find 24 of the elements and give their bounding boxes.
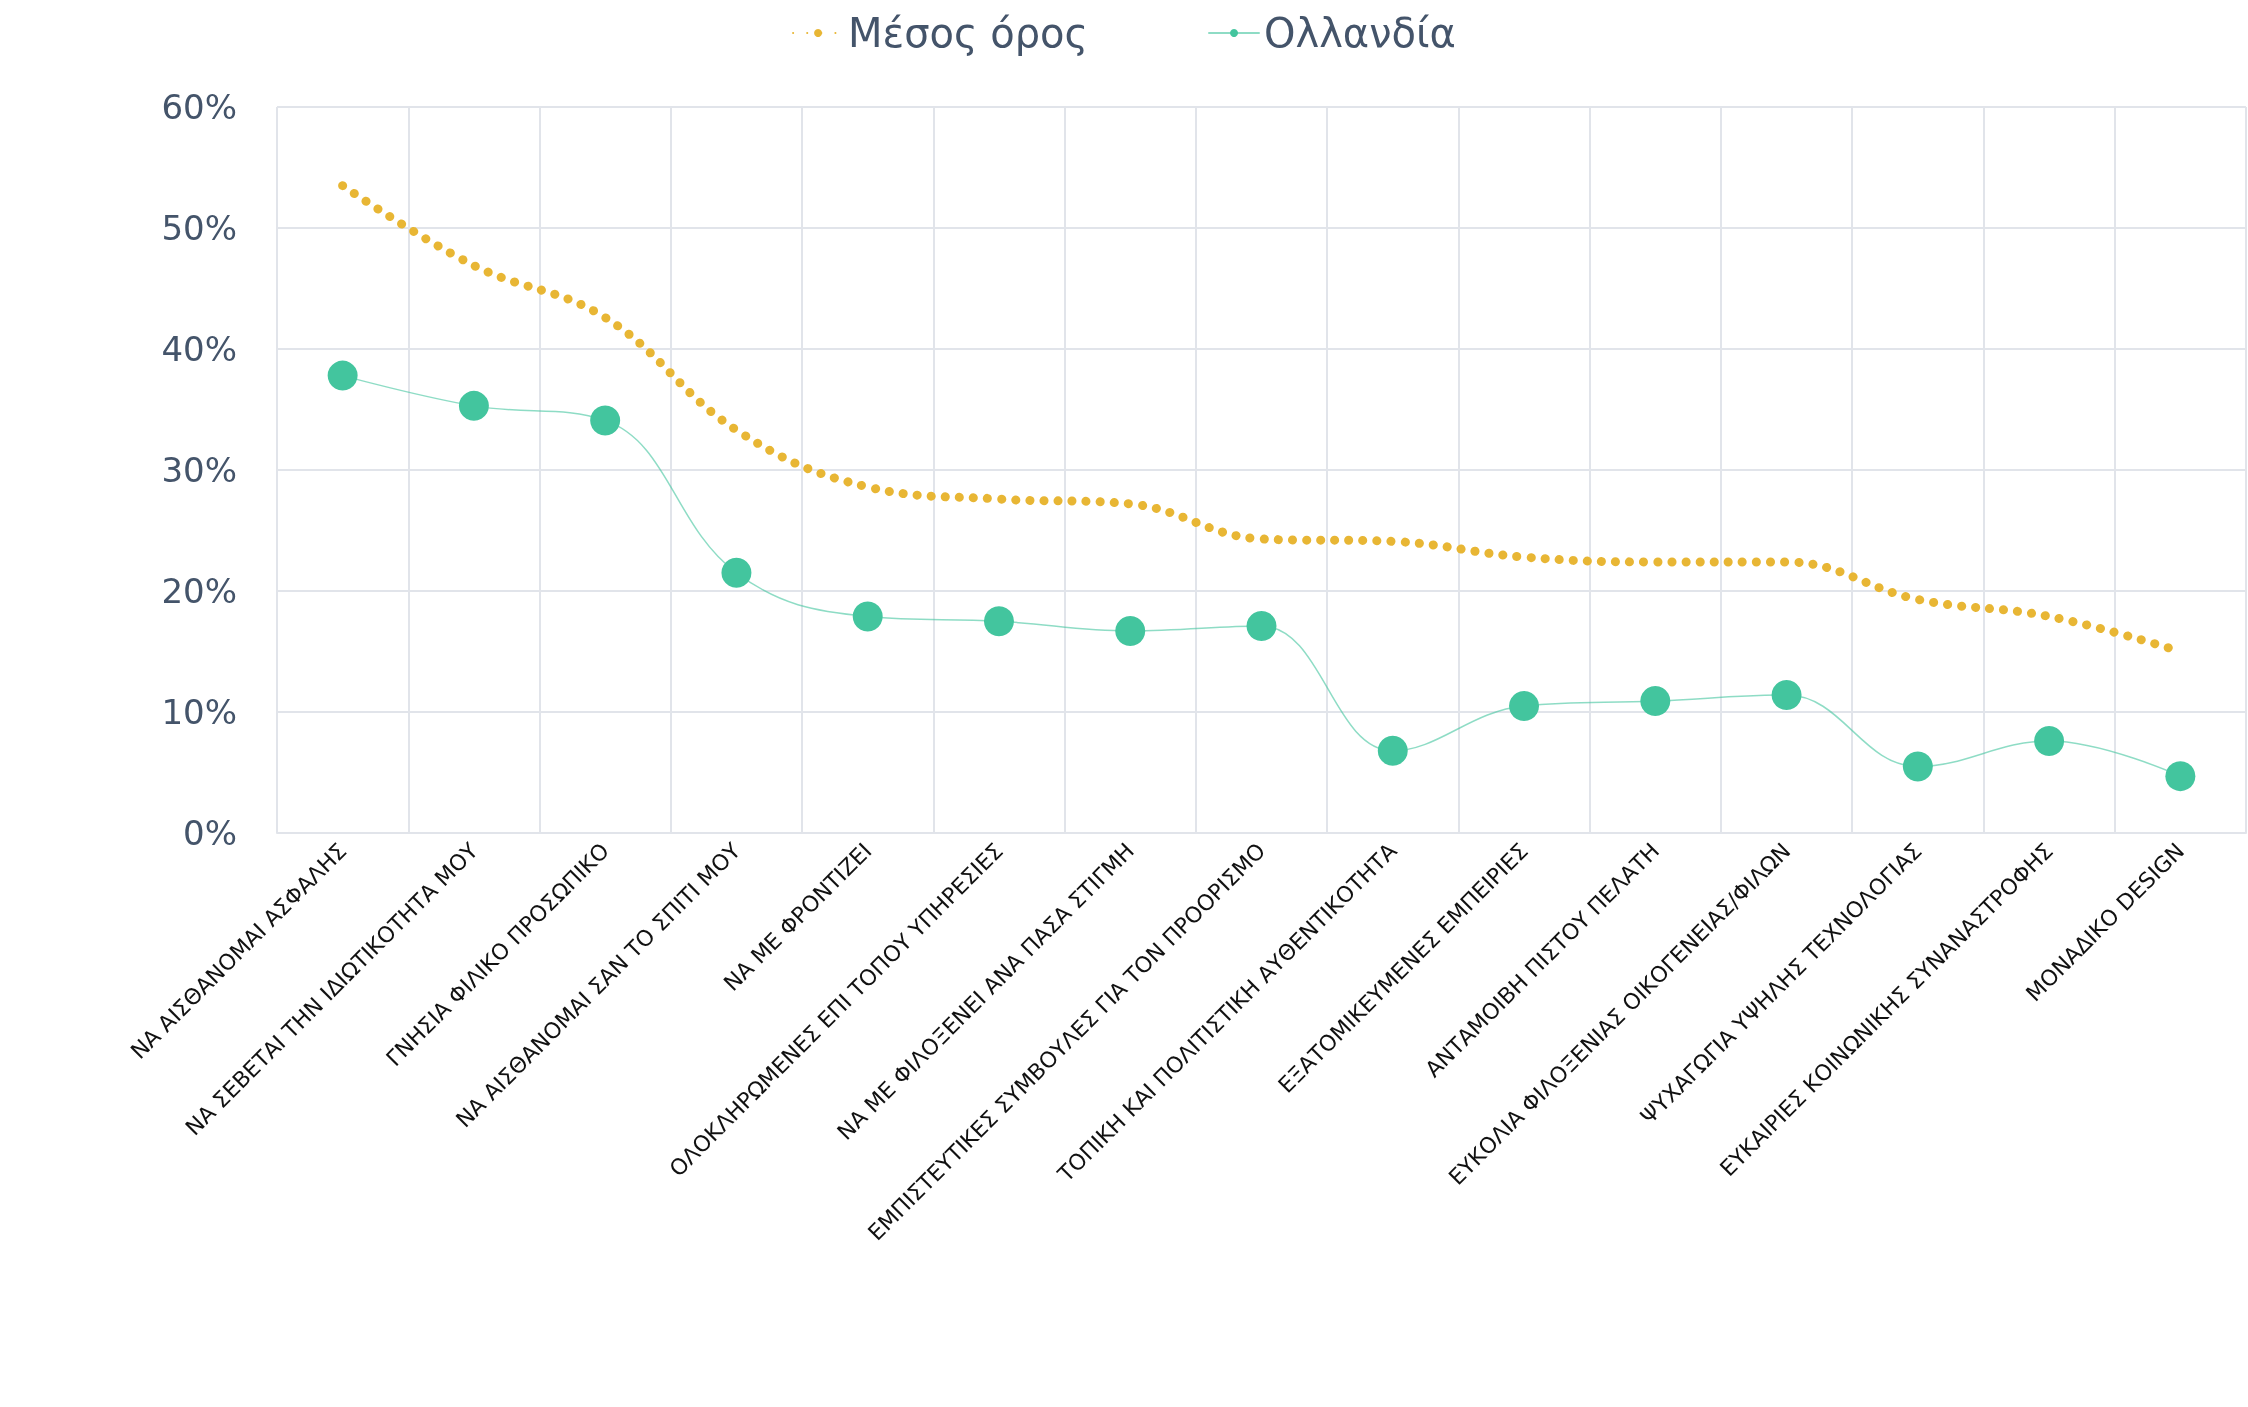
point (1640, 686, 1671, 717)
y-tick-label: 60% (161, 87, 237, 127)
y-tick-label: 30% (161, 450, 237, 490)
y-tick-label: 0% (183, 813, 237, 853)
point (2165, 761, 2196, 792)
point (1377, 735, 1408, 766)
y-tick-label: 10% (161, 692, 237, 732)
point (1902, 751, 1933, 782)
point (1509, 690, 1540, 721)
legend-label: Μέσος όρος (848, 10, 1089, 56)
y-tick-label: 20% (161, 571, 237, 611)
point (2034, 726, 2065, 757)
point (458, 390, 489, 421)
point (984, 606, 1014, 637)
point (1771, 680, 1802, 711)
legend-label: Ολλανδία (1264, 10, 1456, 56)
point (1115, 615, 1146, 646)
point (852, 601, 883, 632)
y-tick-label: 50% (161, 208, 237, 248)
point (1246, 611, 1277, 642)
point (590, 405, 621, 436)
point (721, 557, 752, 588)
y-tick-label: 40% (161, 329, 237, 369)
point (327, 360, 358, 391)
